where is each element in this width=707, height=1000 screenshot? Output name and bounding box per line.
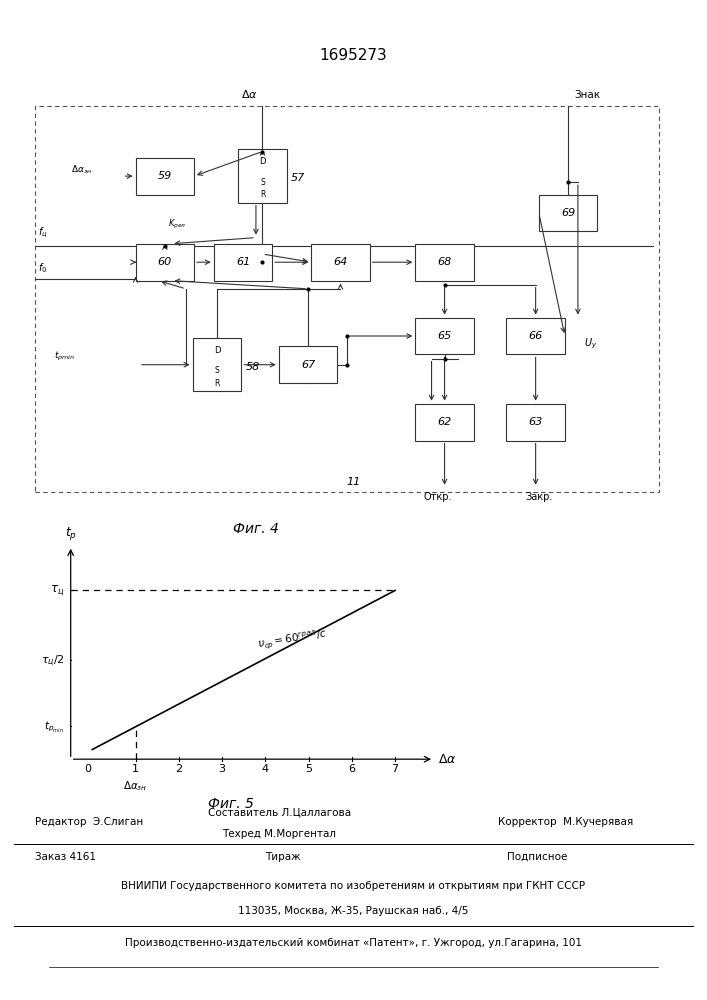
Text: $\Delta\alpha$: $\Delta\alpha$ [438,753,457,766]
Text: R: R [214,379,220,388]
Text: $t_{p_{min}}$: $t_{p_{min}}$ [45,719,64,734]
Text: 11: 11 [346,477,361,487]
Bar [506,404,565,441]
Bar [136,244,194,281]
Text: 63: 63 [529,417,543,427]
Text: Редактор  Э.Слиган: Редактор Э.Слиган [35,817,144,827]
Text: Откр.: Откр. [423,492,452,502]
Bar [539,195,597,231]
Text: 59: 59 [158,171,172,181]
Text: $\upsilon_{cp}=60^{град}/c$: $\upsilon_{cp}=60^{град}/c$ [257,627,328,652]
Text: 61: 61 [236,257,250,267]
Text: $t_{рmin}$: $t_{рmin}$ [54,350,76,363]
Text: Фиг. 4: Фиг. 4 [233,522,279,536]
Text: Техред М.Моргентал: Техред М.Моргентал [222,829,337,839]
Text: 69: 69 [561,208,575,218]
Text: D: D [214,346,220,355]
Bar [415,318,474,354]
Text: $\tau_{ц}/2$: $\tau_{ц}/2$ [40,653,64,668]
Text: 4: 4 [262,764,269,774]
Bar [415,244,474,281]
Text: Заказ 4161: Заказ 4161 [35,852,96,862]
Text: 60: 60 [158,257,172,267]
Text: R: R [259,190,265,199]
Bar [192,338,241,391]
Text: $K_{рел}$: $K_{рел}$ [168,218,187,231]
Text: 113035, Москва, Ж-35, Раушская наб., 4/5: 113035, Москва, Ж-35, Раушская наб., 4/5 [238,906,469,916]
Text: 58: 58 [245,362,259,372]
Text: 62: 62 [438,417,452,427]
Bar [506,318,565,354]
Text: $f_0$: $f_0$ [38,261,47,274]
Bar [311,244,370,281]
Text: 6: 6 [349,764,356,774]
Text: $U_у$: $U_у$ [585,337,597,351]
Bar [238,149,287,203]
Text: $\Delta\alpha_{зн}$: $\Delta\alpha_{зн}$ [124,780,148,793]
Text: 57: 57 [291,173,305,183]
Text: 65: 65 [438,331,452,341]
Text: 5: 5 [305,764,312,774]
Text: $\tau_{ц}$: $\tau_{ц}$ [50,583,64,598]
Text: S: S [214,366,219,375]
Text: 68: 68 [438,257,452,267]
Text: D: D [259,157,266,166]
Text: Закр.: Закр. [525,492,553,502]
Text: 0: 0 [85,764,91,774]
Text: Фиг. 5: Фиг. 5 [208,797,254,811]
Text: 2: 2 [175,764,182,774]
Text: $f_ц$: $f_ц$ [38,225,47,240]
Text: Производственно-издательский комбинат «Патент», г. Ужгород, ул.Гагарина, 101: Производственно-издательский комбинат «П… [125,938,582,948]
Text: 3: 3 [218,764,226,774]
Text: Подписное: Подписное [507,852,568,862]
Text: ВНИИПИ Государственного комитета по изобретениям и открытиям при ГКНТ СССР: ВНИИПИ Государственного комитета по изоб… [122,881,585,891]
Text: $\Delta\alpha$: $\Delta\alpha$ [241,88,258,100]
Text: 67: 67 [301,360,315,370]
Text: Тираж: Тираж [265,852,300,862]
Bar [415,404,474,441]
Text: Корректор  М.Кучерявая: Корректор М.Кучерявая [498,817,633,827]
Text: $t_p$: $t_p$ [64,525,77,542]
Bar [214,244,272,281]
Text: 1695273: 1695273 [320,48,387,64]
Text: 66: 66 [529,331,543,341]
Bar [136,158,194,195]
Text: 7: 7 [392,764,399,774]
Bar [279,346,337,383]
Text: 1: 1 [132,764,139,774]
Text: 64: 64 [334,257,348,267]
Text: Знак: Знак [575,90,601,100]
Text: Составитель Л.Цаллагова: Составитель Л.Цаллагова [208,807,351,817]
Text: $\Delta\alpha_{зн}$: $\Delta\alpha_{зн}$ [71,164,92,176]
Text: S: S [260,178,265,187]
